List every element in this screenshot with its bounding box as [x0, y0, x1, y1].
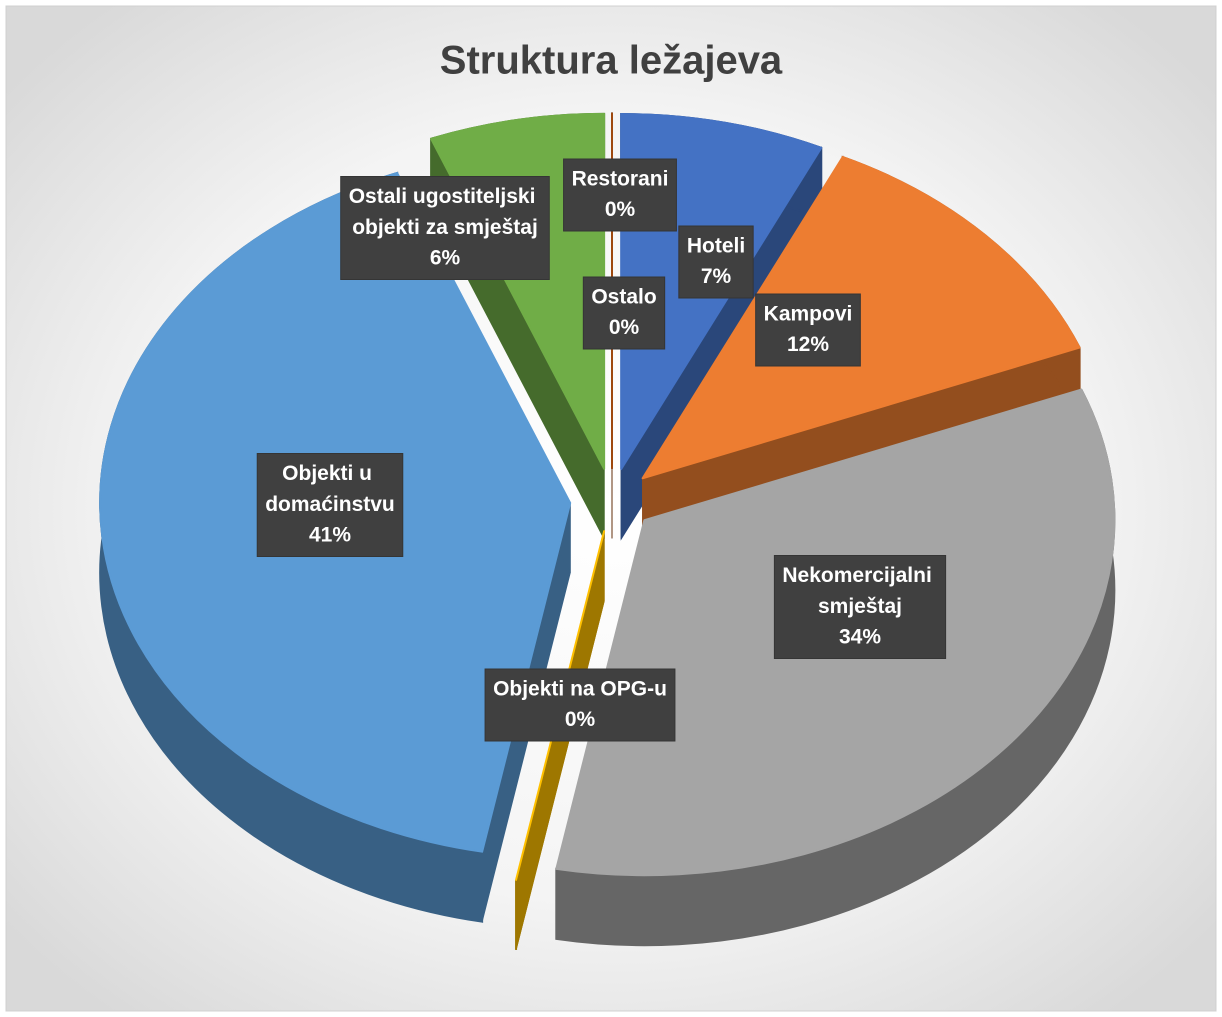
data-label: Objekti u domaćinstvu 41% — [256, 453, 404, 557]
data-label: Ostali ugostiteljski objekti za smještaj… — [340, 176, 550, 280]
data-label: Restorani 0% — [563, 158, 677, 232]
data-label: Objekti na OPG-u 0% — [484, 668, 676, 742]
data-label-category: Nekomercijalni smještaj — [782, 564, 937, 618]
data-label-category: Objekti na OPG-u — [493, 677, 667, 700]
data-label-value: 0% — [609, 316, 640, 339]
data-label-box — [340, 176, 550, 280]
data-label-box — [563, 158, 677, 232]
data-label: Ostalo 0% — [582, 276, 666, 350]
data-label-category: Ostalo — [591, 285, 656, 308]
data-label-box — [755, 293, 861, 367]
data-label-category: Ostali ugostiteljski objekti za smještaj — [349, 185, 542, 239]
data-label-category: Kampovi — [764, 302, 853, 325]
data-label-category: Objekti u domaćinstvu — [265, 462, 395, 516]
data-label-value: 34% — [839, 626, 881, 649]
data-label-box — [582, 276, 666, 350]
slice — [515, 530, 606, 881]
data-label-value: 0% — [605, 198, 636, 221]
data-label: Nekomercijalni smještaj 34% — [773, 555, 947, 659]
data-label: Hoteli 7% — [678, 225, 754, 299]
data-label-box — [773, 555, 947, 659]
data-label-category: Restorani — [572, 167, 669, 190]
data-label-box — [484, 668, 676, 742]
data-label-box — [678, 225, 754, 299]
data-label-category: Hoteli — [687, 234, 745, 257]
data-label-box — [256, 453, 404, 557]
data-label: Kampovi 12% — [755, 293, 861, 367]
data-labels: Hoteli 7% Kampovi 12% Nekomercijalni smješta… — [256, 158, 947, 742]
slice — [641, 156, 1081, 480]
chart-title: Struktura ležajeva — [440, 39, 783, 83]
data-label-value: 41% — [309, 524, 351, 547]
data-label-value: 6% — [430, 247, 461, 270]
data-label-value: 0% — [565, 708, 596, 731]
data-label-value: 12% — [787, 333, 829, 356]
data-label-value: 7% — [701, 265, 732, 288]
